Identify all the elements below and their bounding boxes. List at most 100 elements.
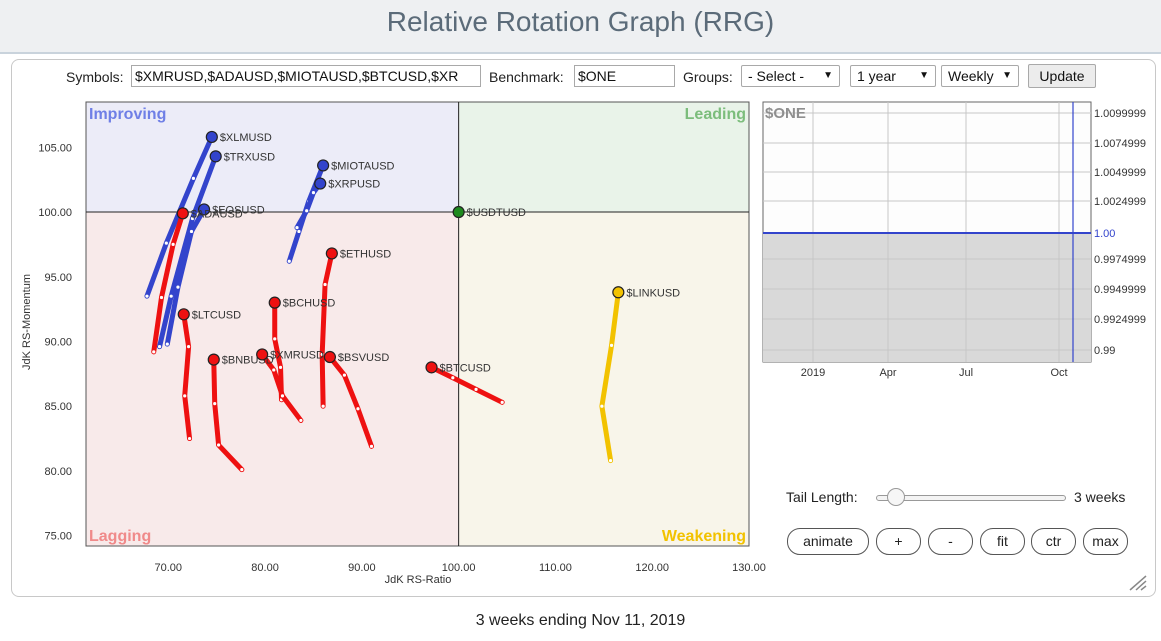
series-label: $XRPUSD (328, 179, 380, 191)
head-point (176, 207, 189, 220)
tail-line (272, 300, 285, 403)
zoom-out-button[interactable]: - (928, 528, 973, 555)
tail-point (355, 406, 361, 412)
head-point (207, 353, 220, 366)
series-label: $LTCUSD (192, 309, 241, 321)
tail-length-slider-track[interactable] (876, 495, 1066, 501)
animate-button[interactable]: animate (787, 528, 869, 555)
tail-line (211, 357, 245, 473)
y-tick-label: 85.00 (44, 401, 72, 413)
quadrant-label-leading: Leading (685, 106, 746, 123)
tail-point (499, 399, 505, 405)
tail-point (319, 352, 325, 357)
page-title: Relative Rotation Graph (RRG) (386, 6, 775, 37)
series-label: $ADAUSD (191, 208, 243, 220)
interval-select[interactable]: Weekly ▼ (941, 65, 1019, 87)
x-tick-label: 70.00 (155, 562, 183, 574)
series-label: $TRXUSD (224, 151, 275, 163)
resize-handle-icon[interactable] (1128, 574, 1148, 592)
tail-line (327, 354, 375, 449)
series-label: $XMRUSD (270, 349, 324, 361)
head-point (323, 350, 337, 364)
series-label: $ETHUSD (340, 248, 391, 260)
series-label: $BSVUSD (338, 352, 389, 364)
y-tick-label: 105.00 (38, 142, 72, 154)
tail-point (320, 403, 326, 409)
symbols-input[interactable]: $XMRUSD,$ADAUSD,$MIOTAUSD,$BTCUSD,$XR (131, 65, 481, 87)
series-label: $XLMUSD (220, 132, 272, 144)
y-tick-label: 100.00 (38, 207, 72, 219)
tail-point (609, 342, 614, 348)
tail-point (144, 293, 150, 299)
tail-point (163, 240, 169, 246)
tail-point (322, 282, 328, 287)
quadrant-label-lagging: Lagging (89, 528, 151, 545)
tail-point (294, 225, 300, 230)
tail-point (286, 258, 292, 264)
head-point (425, 361, 438, 374)
head-point (268, 296, 281, 309)
head-point (317, 159, 330, 172)
tail-line (429, 364, 505, 405)
quadrant-lagging (86, 212, 459, 546)
tail-point (450, 375, 456, 381)
groups-label: Groups: (683, 69, 733, 85)
tail-point (272, 336, 278, 342)
max-button[interactable]: max (1083, 528, 1128, 555)
tail-point (608, 458, 613, 463)
head-point (205, 130, 218, 144)
tail-line (319, 250, 335, 409)
date-range-caption: 3 weeks ending Nov 11, 2019 (475, 612, 686, 629)
series-label: $USDTUSD (467, 207, 526, 219)
zoom-in-button[interactable]: + (876, 528, 921, 555)
series-label: $LINKUSD (626, 287, 680, 299)
fit-button[interactable]: fit (980, 528, 1025, 555)
chevron-down-icon: ▼ (823, 70, 833, 81)
tail-line (181, 311, 193, 442)
y-tick-label: 95.00 (44, 272, 72, 284)
benchmark-input[interactable]: $ONE (574, 65, 675, 87)
period-select[interactable]: 1 year ▼ (850, 65, 936, 87)
x-tick-label: 120.00 (635, 562, 669, 574)
tail-point (239, 467, 245, 473)
tail-point (168, 293, 174, 299)
quadrant-leading (458, 102, 749, 213)
tail-line (599, 289, 621, 464)
x-tick-label: 100.00 (442, 562, 476, 574)
period-select-value: 1 year (857, 68, 896, 84)
head-point (325, 247, 338, 260)
tail-point (164, 341, 170, 347)
tail-point (182, 393, 188, 399)
tail-point (271, 367, 277, 373)
tail-length-slider-handle[interactable] (887, 488, 905, 506)
tail-point (473, 386, 479, 392)
tail-point (191, 175, 196, 181)
x-tick-label: 110.00 (539, 562, 572, 574)
tail-point (189, 229, 194, 234)
tail-point (170, 241, 176, 247)
x-axis-label: JdK RS-Ratio (385, 574, 452, 586)
head-point (612, 286, 625, 299)
tail-point (599, 403, 605, 409)
update-button[interactable]: Update (1028, 64, 1096, 88)
groups-select[interactable]: - Select - ▼ (741, 65, 840, 87)
tail-point (157, 344, 162, 350)
series-label: $EOSUSD (212, 204, 265, 216)
quadrant-label-weakening: Weakening (662, 528, 746, 545)
quadrant-label-improving: Improving (89, 106, 166, 123)
benchmark-label: Benchmark: (489, 69, 564, 85)
tail-point (190, 216, 195, 221)
x-tick-label: 90.00 (348, 562, 376, 574)
plot-frame (85, 101, 750, 547)
head-point (314, 177, 327, 190)
toolbar: Symbols: $XMRUSD,$ADAUSD,$MIOTAUSD,$BTCU… (12, 60, 1155, 96)
center-button[interactable]: ctr (1031, 528, 1076, 555)
tail-length-value: 3 weeks (1074, 489, 1126, 505)
head-point (256, 348, 269, 361)
tail-line (164, 206, 207, 347)
tail-point (304, 208, 310, 214)
series-label: $BCHUSD (283, 298, 336, 310)
tail-point (278, 364, 283, 370)
tail-line (157, 153, 219, 350)
